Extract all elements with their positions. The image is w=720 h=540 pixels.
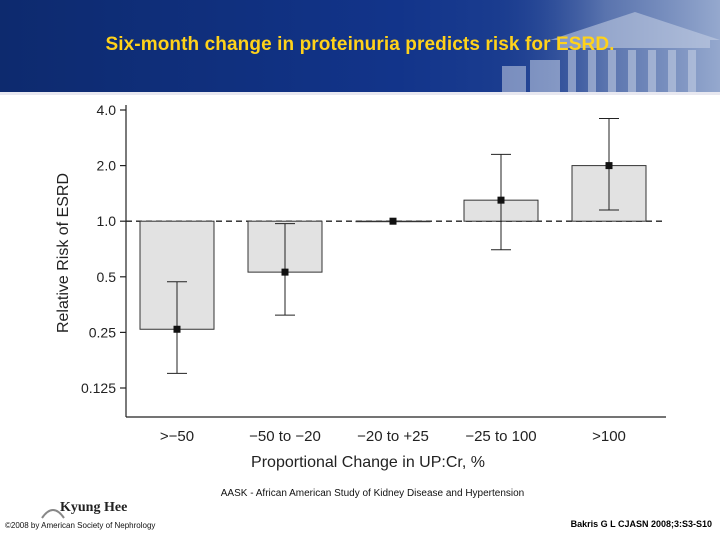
y-tick-label: 1.0 (97, 213, 117, 229)
y-tick-label: 2.0 (97, 158, 117, 174)
y-tick-label: 4.0 (97, 102, 117, 118)
header-banner: Six-month change in proteinuria predicts… (0, 0, 720, 95)
x-tick-label: >100 (592, 428, 626, 445)
point-marker (497, 196, 505, 204)
point-marker (173, 325, 181, 333)
x-tick-label: −25 to 100 (465, 428, 536, 445)
x-tick-label: −20 to +25 (357, 428, 429, 445)
y-axis-label: Relative Risk of ESRD (55, 173, 72, 333)
x-tick-label: −50 to −20 (249, 428, 321, 445)
point-marker (281, 268, 289, 276)
x-tick-label: >−50 (160, 428, 194, 445)
logo-emblem-icon (41, 509, 65, 519)
plot-area: 4.0 2.0 1.0 0.5 0.25 0.125 >−50 −50 to −20 −20 t… (55, 102, 666, 471)
point-marker (605, 162, 613, 170)
university-logo: Kyung Hee (30, 500, 150, 530)
header-divider (0, 92, 720, 95)
building-image (490, 0, 720, 95)
copyright-text: ©2008 by American Society of Nephrology (5, 521, 156, 530)
point-marker (389, 217, 397, 225)
logo-text: Kyung Hee (60, 500, 128, 515)
relative-risk-chart: 4.0 2.0 1.0 0.5 0.25 0.125 >−50 −50 to −20 −20 t… (55, 102, 666, 471)
citation: Bakris G L CJASN 2008;3:S3-S10 (570, 519, 712, 529)
y-tick-label: 0.5 (97, 269, 117, 285)
x-axis-label: Proportional Change in UP:Cr, % (251, 454, 485, 471)
y-tick-label: 0.25 (89, 324, 116, 340)
y-tick-label: 0.125 (81, 380, 116, 396)
footnote: AASK - African American Study of Kidney … (220, 488, 525, 499)
slide-title: Six-month change in proteinuria predicts… (105, 34, 615, 55)
